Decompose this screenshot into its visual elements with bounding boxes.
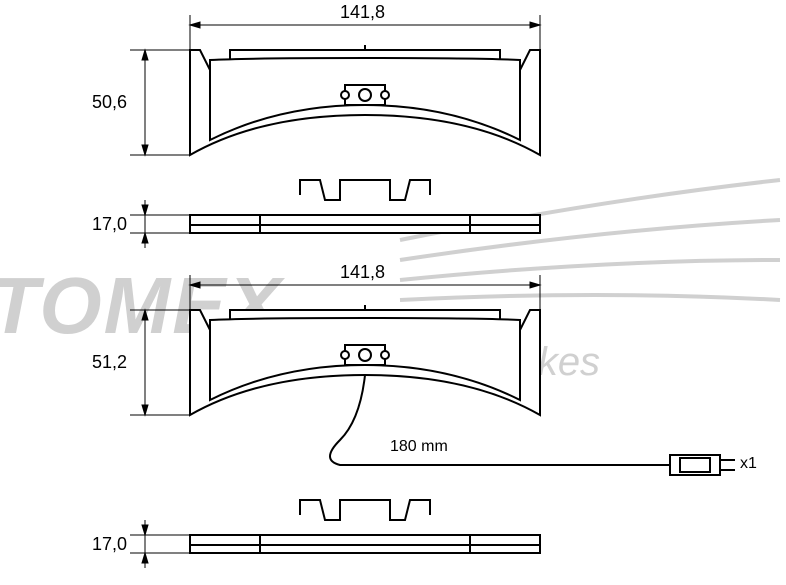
sensor-count-label: x1 (740, 455, 757, 473)
top-pad-side (190, 215, 540, 233)
bottom-height-label: 51,2 (92, 352, 127, 373)
bottom-pad-front (190, 305, 540, 415)
bottom-thickness-dimension (130, 520, 190, 568)
spring-clip-top (300, 180, 430, 200)
top-height-label: 50,6 (92, 92, 127, 113)
top-width-label: 141,8 (340, 2, 385, 23)
wire-length-label: 180 mm (390, 438, 448, 456)
bottom-width-label: 141,8 (340, 262, 385, 283)
top-height-dimension (130, 50, 190, 155)
spring-clip-bottom (300, 500, 430, 520)
bottom-thickness-label: 17,0 (92, 534, 127, 555)
top-thickness-label: 17,0 (92, 214, 127, 235)
top-pad-front (190, 45, 540, 155)
top-thickness-dimension (130, 200, 190, 248)
technical-drawing (0, 0, 786, 585)
bottom-height-dimension (130, 310, 190, 415)
bottom-pad-side (190, 535, 540, 553)
